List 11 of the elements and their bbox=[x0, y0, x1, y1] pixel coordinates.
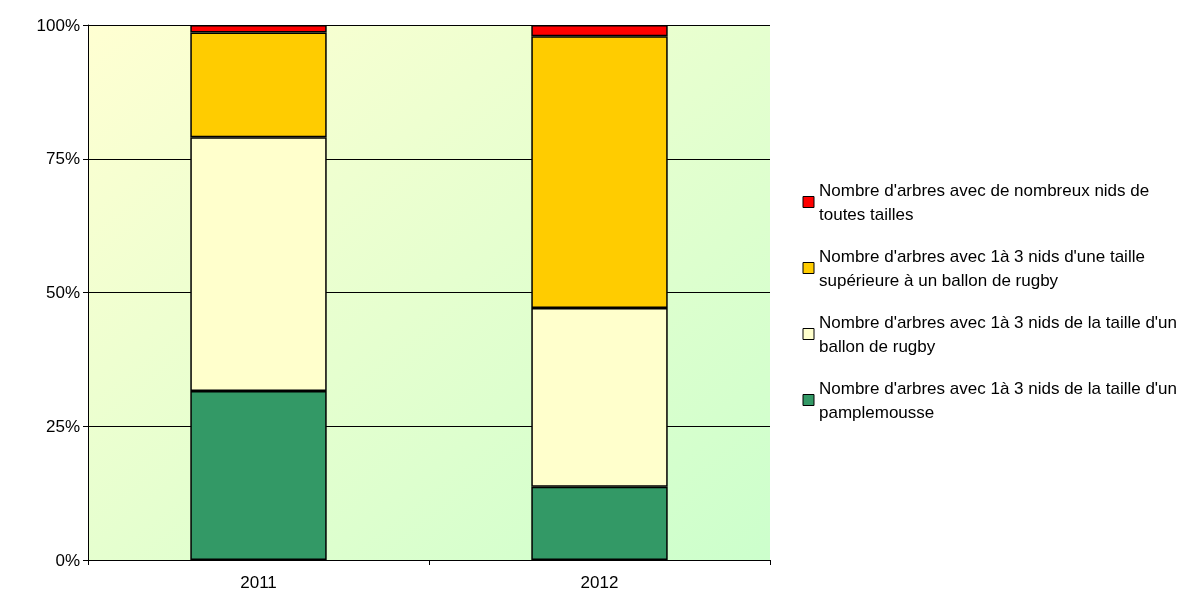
y-tick-label: 50% bbox=[45, 283, 80, 302]
legend-label: Nombre d'arbres avec de nombreux nids de toutes tailles bbox=[819, 180, 1154, 224]
y-tick-label: 75% bbox=[45, 149, 80, 169]
legend-label: Nombre d'arbres avec 1à 3 nids de la taille d'un pamplemousse bbox=[819, 378, 1182, 422]
x-tick-label: 2011 bbox=[240, 573, 277, 592]
y-tick-label: 25% bbox=[45, 416, 80, 436]
x-tick-label: 2012 bbox=[580, 573, 619, 592]
legend-label: Nombre d'arbres avec 1à 3 nids d'une taille supérieure à un ballon de rugby bbox=[819, 246, 1150, 290]
y-tick-label: 0% bbox=[55, 550, 80, 570]
legend-label: Nombre d'arbres avec 1à 3 nids de la taille d'un ballon de rugby bbox=[819, 312, 1182, 356]
y-tick-label: 100% bbox=[36, 15, 80, 35]
